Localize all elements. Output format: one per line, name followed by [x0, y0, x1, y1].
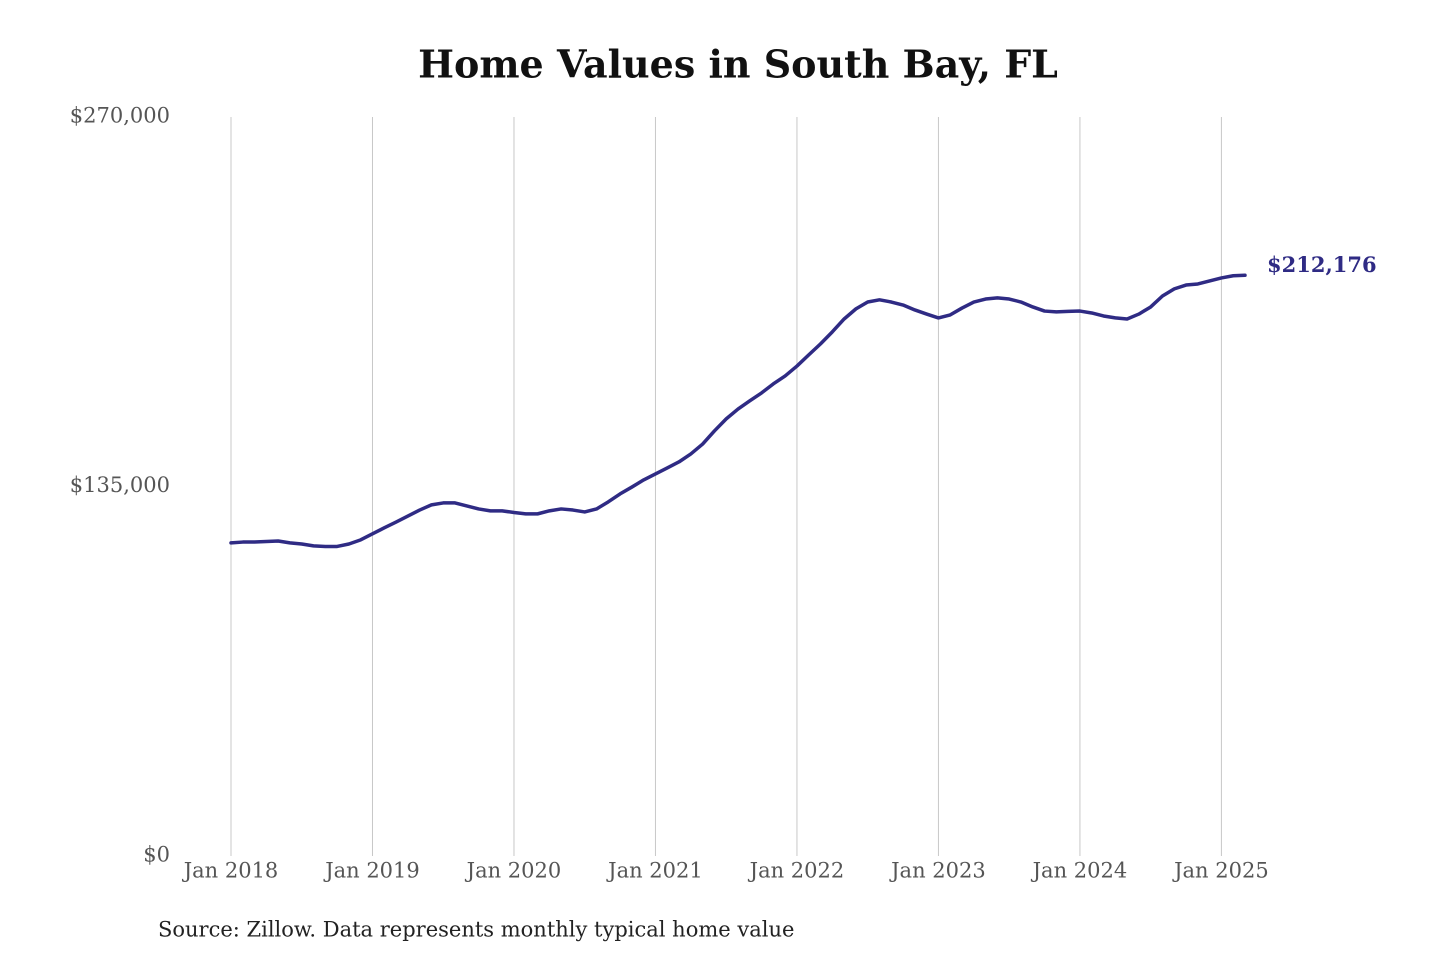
x-tick-label: Jan 2025 [1172, 859, 1269, 883]
x-tick-label: Jan 2019 [323, 859, 420, 883]
source-note: Source: Zillow. Data represents monthly … [158, 918, 794, 942]
x-tick-label: Jan 2018 [182, 859, 279, 883]
x-tick-label: Jan 2022 [748, 859, 845, 883]
y-tick-label: $135,000 [70, 473, 170, 497]
y-tick-label: $0 [143, 843, 170, 867]
chart-title: Home Values in South Bay, FL [418, 42, 1058, 87]
y-tick-label: $270,000 [70, 104, 170, 128]
x-tick-label: Jan 2020 [465, 859, 562, 883]
line-series [229, 273, 1247, 549]
x-tick-label: Jan 2024 [1031, 859, 1128, 883]
value-label: $212,176 [1267, 252, 1377, 277]
x-tick-label: Jan 2021 [606, 859, 703, 883]
x-tick-label: Jan 2023 [889, 859, 986, 883]
